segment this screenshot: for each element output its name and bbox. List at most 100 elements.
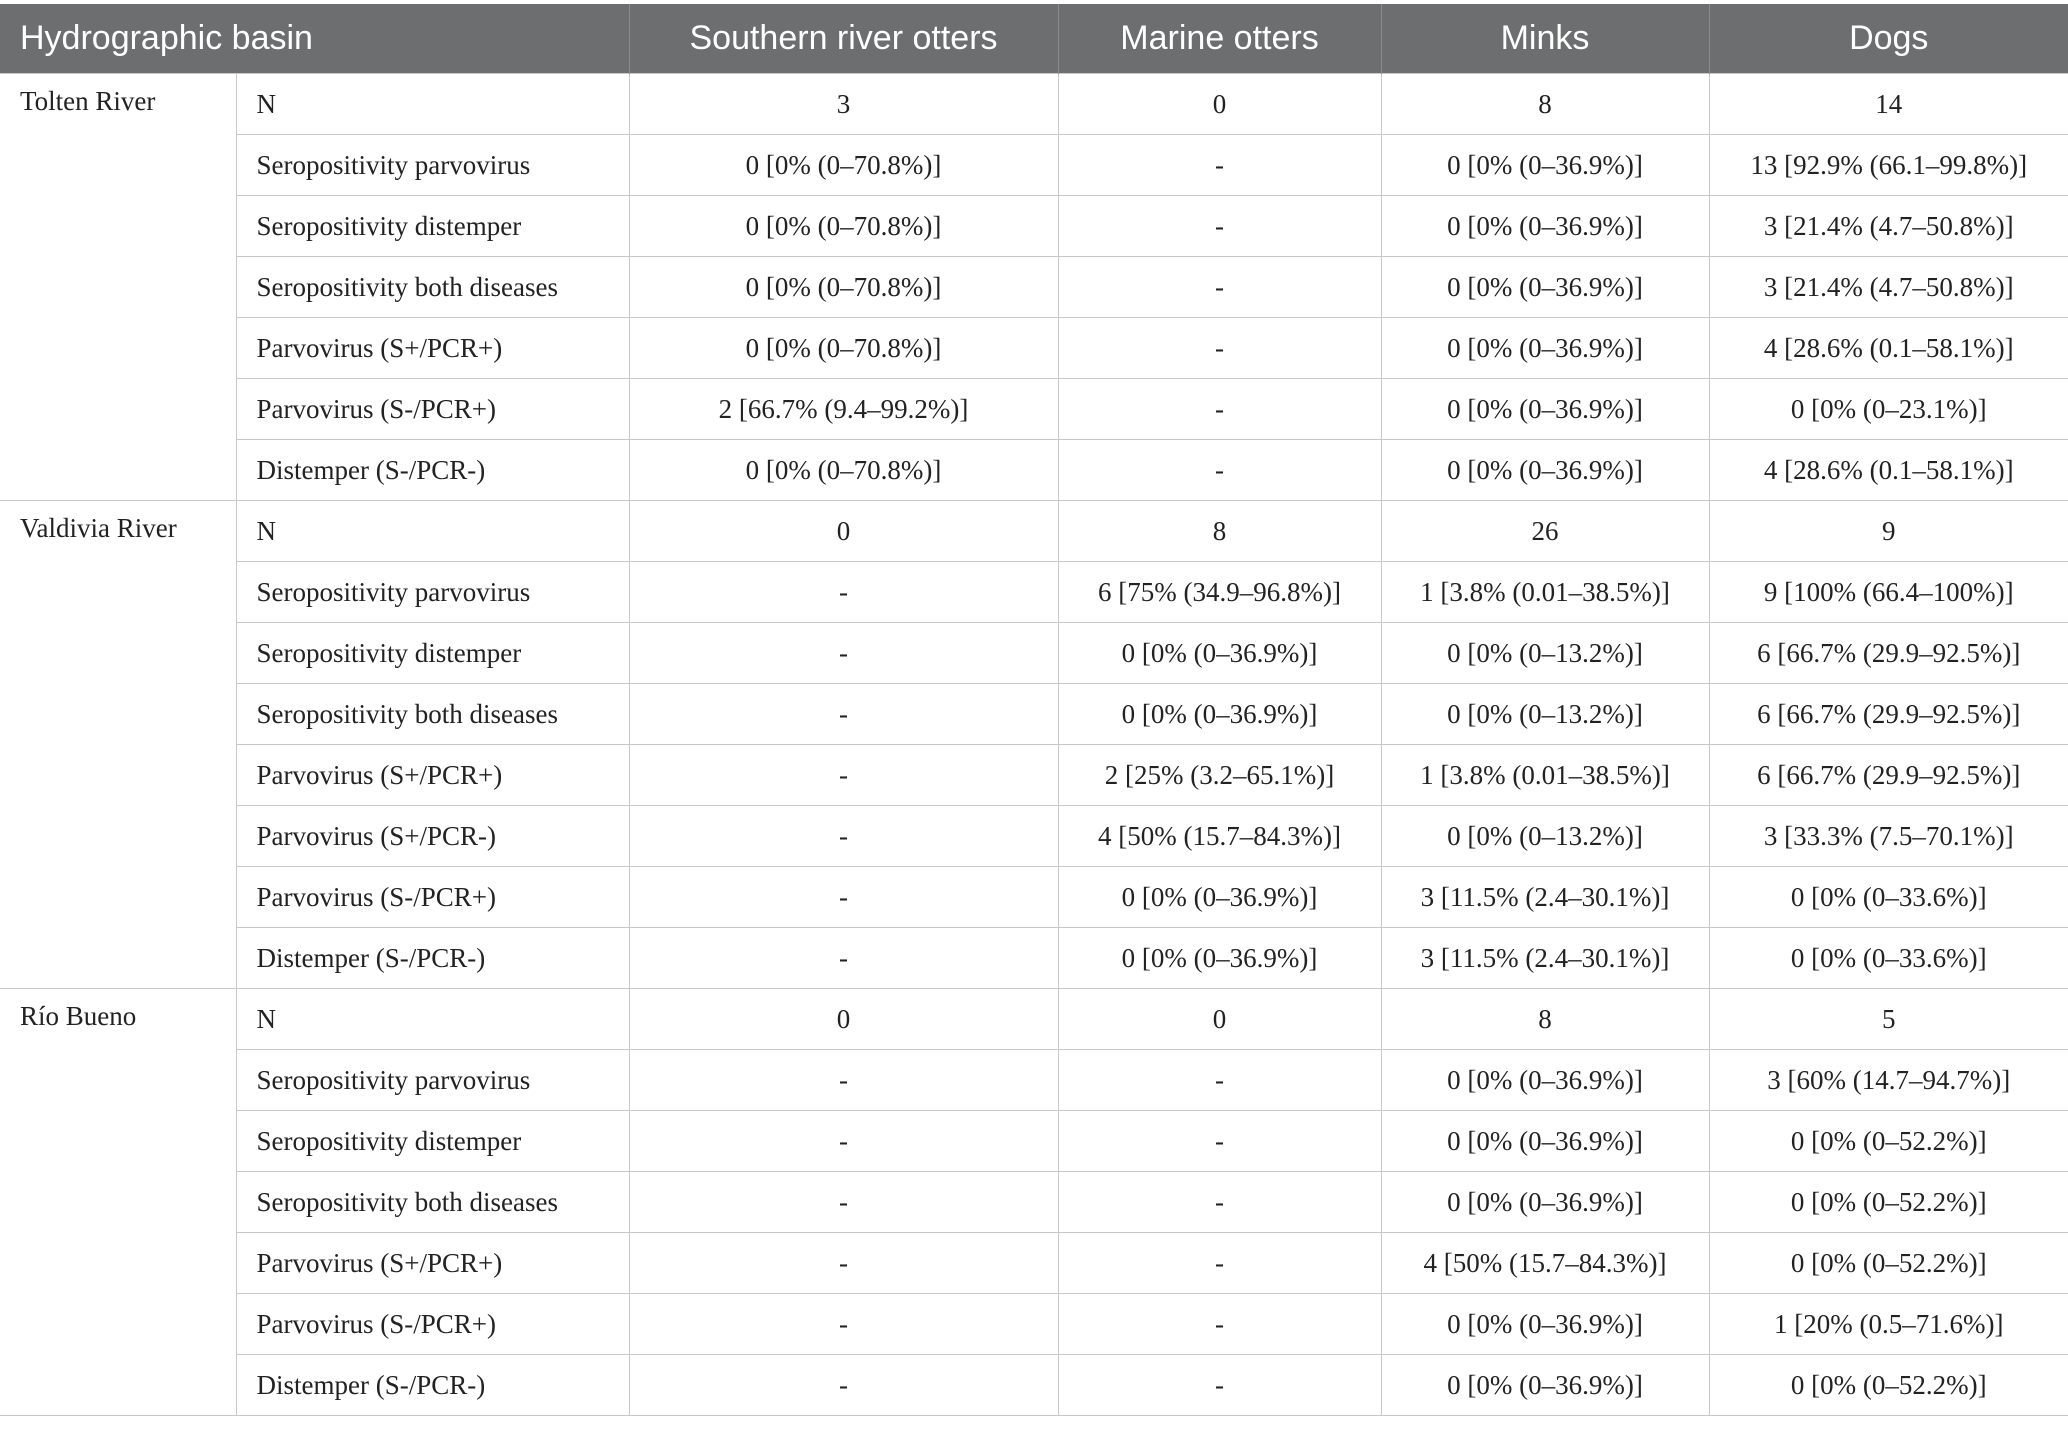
measure-cell: N: [235, 73, 630, 135]
table-row: Tolten River N 3 0 8 14: [0, 73, 2068, 501]
value-cell: 4 [28.6% (0.1–58.1%)]: [1708, 317, 2068, 379]
value-cell: 1 [20% (0.5–71.6%)]: [1708, 1293, 2068, 1355]
value-cell: 0 [0% (0–36.9%)]: [1380, 1049, 1710, 1111]
page: {"header": ["Hydrographic basin", "South…: [0, 4, 2068, 1445]
value-cell: 0 [0% (0–33.6%)]: [1708, 927, 2068, 989]
measure-cell: N: [235, 500, 630, 562]
value-cell: 0: [1057, 73, 1382, 135]
value-cell: 2 [66.7% (9.4–99.2%)]: [628, 378, 1059, 440]
value-cell: -: [628, 683, 1059, 745]
value-cell: -: [1057, 1293, 1382, 1355]
value-cell: -: [1057, 439, 1382, 501]
measure-cell: Distemper (S-/PCR-): [235, 927, 630, 989]
value-cell: 0 [0% (0–70.8%)]: [628, 256, 1059, 318]
value-cell: -: [1057, 256, 1382, 318]
value-cell: -: [1057, 134, 1382, 196]
value-cell: 0 [0% (0–13.2%)]: [1380, 622, 1710, 684]
value-cell: 14: [1708, 73, 2068, 135]
value-cell: 3 [21.4% (4.7–50.8%)]: [1708, 256, 2068, 318]
value-cell: 0 [0% (0–70.8%)]: [628, 317, 1059, 379]
table-row: Parvovirus (S-/PCR+) -0 [0% (0–36.9%)] 3 […: [0, 866, 2068, 928]
value-cell: 9 [100% (66.4–100%)]: [1708, 561, 2068, 623]
data-table: Hydrographic basin Southern river otters M…: [0, 4, 2068, 1416]
table-row: Parvovirus (S+/PCR+) 0 [0% (0–70.8%)] -0 […: [0, 317, 2068, 379]
column-header: Minks: [1380, 4, 1709, 74]
value-cell: 0 [0% (0–70.8%)]: [628, 439, 1059, 501]
table-row: Valdivia River N 0 8 26 9: [0, 500, 2068, 989]
table-row: Parvovirus (S+/PCR+) - -4 [50% (15.7–84.3%…: [0, 1232, 2068, 1294]
value-cell: 13 [92.9% (66.1–99.8%)]: [1708, 134, 2068, 196]
measure-cell: Parvovirus (S+/PCR+): [235, 1232, 630, 1294]
value-cell: 4 [28.6% (0.1–58.1%)]: [1708, 439, 2068, 501]
value-cell: 0 [0% (0–70.8%)]: [628, 134, 1059, 196]
value-cell: -: [1057, 317, 1382, 379]
table-row: Distemper (S-/PCR-) -0 [0% (0–36.9%)] 3 [1…: [0, 927, 2068, 989]
table-row: Parvovirus (S-/PCR+) 2 [66.7% (9.4–99.2%)…: [0, 378, 2068, 440]
value-cell: 0 [0% (0–36.9%)]: [1380, 378, 1710, 440]
value-cell: 0 [0% (0–36.9%)]: [1380, 439, 1710, 501]
value-cell: 0 [0% (0–36.9%)]: [1057, 683, 1382, 745]
value-cell: 0 [0% (0–13.2%)]: [1380, 805, 1710, 867]
measure-cell: Seropositivity both diseases: [235, 683, 630, 745]
value-cell: 0 [0% (0–36.9%)]: [1057, 622, 1382, 684]
value-cell: 0 [0% (0–36.9%)]: [1380, 1110, 1710, 1172]
measure-cell: Seropositivity distemper: [235, 1110, 630, 1172]
value-cell: -: [628, 1293, 1059, 1355]
value-cell: -: [628, 561, 1059, 623]
measure-cell: N: [235, 988, 630, 1050]
table-row: Seropositivity both diseases -0 [0% (0–36…: [0, 683, 2068, 745]
value-cell: 0 [0% (0–36.9%)]: [1057, 866, 1382, 928]
value-cell: 9: [1708, 500, 2068, 562]
value-cell: 0: [628, 500, 1059, 562]
table-row: Seropositivity parvovirus 0 [0% (0–70.8%)…: [0, 134, 2068, 196]
basin-cell: Valdivia River: [0, 500, 237, 989]
measure-cell: Parvovirus (S+/PCR-): [235, 805, 630, 867]
measure-cell: Seropositivity distemper: [235, 195, 630, 257]
basin-cell: Río Bueno: [0, 988, 237, 1416]
value-cell: 5: [1708, 988, 2068, 1050]
value-cell: -: [1057, 1354, 1382, 1416]
measure-cell: Distemper (S-/PCR-): [235, 439, 630, 501]
value-cell: -: [1057, 1110, 1382, 1172]
value-cell: 0 [0% (0–52.2%)]: [1708, 1110, 2068, 1172]
value-cell: -: [1057, 195, 1382, 257]
table-row: Parvovirus (S+/PCR-) -4 [50% (15.7–84.3%)…: [0, 805, 2068, 867]
measure-cell: Parvovirus (S+/PCR+): [235, 317, 630, 379]
value-cell: 0 [0% (0–36.9%)]: [1380, 317, 1710, 379]
column-header: Hydrographic basin: [0, 4, 629, 74]
value-cell: 8: [1380, 988, 1710, 1050]
column-header: Southern river otters: [628, 4, 1058, 74]
value-cell: 0 [0% (0–36.9%)]: [1380, 1171, 1710, 1233]
value-cell: 3: [628, 73, 1059, 135]
value-cell: -: [628, 1354, 1059, 1416]
value-cell: 0 [0% (0–36.9%)]: [1380, 256, 1710, 318]
value-cell: 6 [66.7% (29.9–92.5%)]: [1708, 622, 2068, 684]
table-row: Distemper (S-/PCR-) 0 [0% (0–70.8%)] -0 [0…: [0, 439, 2068, 501]
value-cell: 6 [75% (34.9–96.8%)]: [1057, 561, 1382, 623]
value-cell: -: [628, 1049, 1059, 1111]
measure-cell: Seropositivity both diseases: [235, 1171, 630, 1233]
value-cell: 0 [0% (0–52.2%)]: [1708, 1232, 2068, 1294]
value-cell: 0: [628, 988, 1059, 1050]
value-cell: 1 [3.8% (0.01–38.5%)]: [1380, 561, 1710, 623]
value-cell: -: [1057, 378, 1382, 440]
value-cell: 0 [0% (0–36.9%)]: [1380, 1293, 1710, 1355]
value-cell: 0: [1057, 988, 1382, 1050]
value-cell: 0 [0% (0–70.8%)]: [628, 195, 1059, 257]
header-row: Hydrographic basin Southern river otters M…: [0, 4, 2068, 74]
table-row: Seropositivity parvovirus -6 [75% (34.9–9…: [0, 561, 2068, 623]
value-cell: -: [628, 1110, 1059, 1172]
measure-cell: Seropositivity parvovirus: [235, 134, 630, 196]
value-cell: 0 [0% (0–13.2%)]: [1380, 683, 1710, 745]
value-cell: 6 [66.7% (29.9–92.5%)]: [1708, 683, 2068, 745]
value-cell: 0 [0% (0–36.9%)]: [1380, 134, 1710, 196]
value-cell: -: [628, 1171, 1059, 1233]
value-cell: 8: [1057, 500, 1382, 562]
value-cell: 0 [0% (0–52.2%)]: [1708, 1171, 2068, 1233]
value-cell: 4 [50% (15.7–84.3%)]: [1057, 805, 1382, 867]
measure-cell: Parvovirus (S-/PCR+): [235, 866, 630, 928]
value-cell: 0 [0% (0–36.9%)]: [1057, 927, 1382, 989]
table-row: Seropositivity both diseases 0 [0% (0–70.…: [0, 256, 2068, 318]
value-cell: 0 [0% (0–52.2%)]: [1708, 1354, 2068, 1416]
column-header: Marine otters: [1057, 4, 1381, 74]
